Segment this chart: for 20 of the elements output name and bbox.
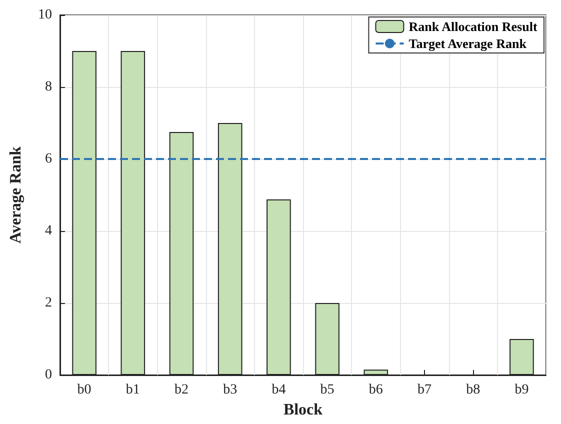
x-tick-label: b6 xyxy=(368,382,383,398)
x-tick-label: b5 xyxy=(320,382,334,398)
y-axis-title: Average Rank xyxy=(8,146,24,244)
y-tick-label: 8 xyxy=(45,80,52,94)
y-tick-label: 10 xyxy=(38,8,52,22)
x-tick-label: b0 xyxy=(77,382,92,398)
y-tick-label: 6 xyxy=(45,152,52,166)
x-tick-label: b9 xyxy=(514,382,529,398)
x-tick-label: b2 xyxy=(174,382,188,398)
y-tick-label: 0 xyxy=(45,368,52,382)
x-tick-label: b3 xyxy=(223,382,238,398)
y-tick-label: 2 xyxy=(45,296,52,310)
x-tick-label: b1 xyxy=(126,382,140,398)
y-tick-label: 4 xyxy=(45,224,52,238)
x-tick-label: b7 xyxy=(418,382,432,398)
x-tick-label: b8 xyxy=(466,382,480,398)
legend-label: Rank Allocation Result xyxy=(408,19,538,34)
x-tick-label: b4 xyxy=(272,382,286,398)
legend-label: Target Average Rank xyxy=(408,36,528,51)
x-axis-title: Block xyxy=(283,401,323,418)
